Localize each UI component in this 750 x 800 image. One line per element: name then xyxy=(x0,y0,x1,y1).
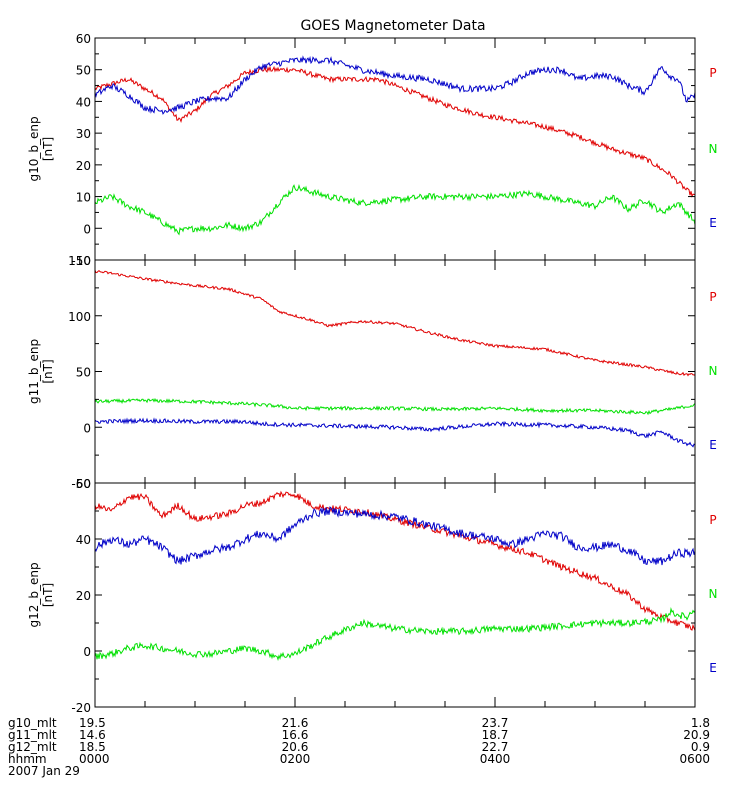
footer-value: 0600 xyxy=(679,752,710,766)
series-line-N xyxy=(94,397,696,416)
footer-value: 18.7 xyxy=(482,728,509,742)
y-tick-label: 0 xyxy=(83,421,91,435)
y-axis-label: g12_b_enp xyxy=(27,562,41,627)
legend-E: E xyxy=(709,216,717,230)
y-tick-label: 50 xyxy=(76,366,91,380)
y-tick-label: 60 xyxy=(76,477,91,491)
legend-P: P xyxy=(709,290,716,304)
y-tick-label: -10 xyxy=(71,254,91,268)
legend-N: N xyxy=(709,142,718,156)
panel-1: 60 50 40 30 20 10 0 -10 g10_b_enp [nT] P N E xyxy=(27,32,717,268)
footer-value: 0200 xyxy=(280,752,311,766)
y-axis-unit: [nT] xyxy=(41,583,55,607)
chart-title: GOES Magnetometer Data xyxy=(300,18,485,34)
series-line-E xyxy=(94,55,696,115)
y-tick-label: 30 xyxy=(76,127,91,141)
footer-value: 14.6 xyxy=(79,728,106,742)
legend-P: P xyxy=(709,513,716,527)
footer-value: 20.9 xyxy=(683,728,710,742)
y-tick-label: -50 xyxy=(71,477,91,491)
footer-value: 16.6 xyxy=(282,728,309,742)
y-tick-label: -20 xyxy=(71,701,91,715)
legend-N: N xyxy=(709,364,718,378)
series-line-N xyxy=(94,184,696,236)
time-axis-labels: g10_mlt 19.5 21.6 23.7 1.8 g11_mlt 14.6 16.6 18.… xyxy=(8,716,710,778)
y-tick-label: 40 xyxy=(76,533,91,547)
footer-date: 2007 Jan 29 xyxy=(8,764,80,778)
plot-frame xyxy=(94,259,696,484)
footer-row-label: g12_mlt xyxy=(8,740,57,754)
series-line-N xyxy=(94,607,696,661)
series-line-P xyxy=(94,65,696,198)
legend-E: E xyxy=(709,438,717,452)
y-tick-label: 100 xyxy=(68,310,91,324)
series-line-E xyxy=(94,506,696,566)
y-tick-label: 50 xyxy=(76,64,91,78)
y-axis-label: g11_b_enp xyxy=(27,339,41,404)
y-axis-label: g10_b_enp xyxy=(27,116,41,181)
panel-3: 60 40 20 0 -20 g12_b_enp [nT] P N E xyxy=(27,477,717,715)
footer-value: 18.5 xyxy=(79,740,106,754)
y-tick-label: 150 xyxy=(68,254,91,268)
footer-value: 1.8 xyxy=(691,716,710,730)
footer-value: 20.6 xyxy=(282,740,309,754)
footer-value: 0000 xyxy=(79,752,110,766)
y-tick-label: 10 xyxy=(76,191,91,205)
legend-E: E xyxy=(709,661,717,675)
y-axis-unit: [nT] xyxy=(41,359,55,383)
footer-row-label: hhmm xyxy=(8,752,47,766)
footer-value: 22.7 xyxy=(482,740,509,754)
footer-row-label: g11_mlt xyxy=(8,728,57,742)
y-tick-label: 20 xyxy=(76,589,91,603)
plot-frame xyxy=(94,37,696,261)
legend-N: N xyxy=(709,587,718,601)
y-tick-label: 20 xyxy=(76,159,91,173)
legend-P: P xyxy=(709,66,716,80)
y-tick-label: 0 xyxy=(83,645,91,659)
panel-2: 150 100 50 0 -50 g11_b_enp [nT] P N E xyxy=(27,254,717,491)
series-line-P xyxy=(94,490,696,631)
footer-value: 23.7 xyxy=(482,716,509,730)
y-tick-label: 60 xyxy=(76,32,91,46)
footer-row-label: g10_mlt xyxy=(8,716,57,730)
footer-value: 0400 xyxy=(480,752,511,766)
footer-value: 19.5 xyxy=(79,716,106,730)
footer-value: 0.9 xyxy=(691,740,710,754)
y-tick-label: 40 xyxy=(76,95,91,109)
y-tick-label: 0 xyxy=(83,222,91,236)
footer-value: 21.6 xyxy=(282,716,309,730)
series-line-P xyxy=(94,270,696,377)
y-axis-unit: [nT] xyxy=(41,137,55,161)
series-line-E xyxy=(94,417,696,448)
